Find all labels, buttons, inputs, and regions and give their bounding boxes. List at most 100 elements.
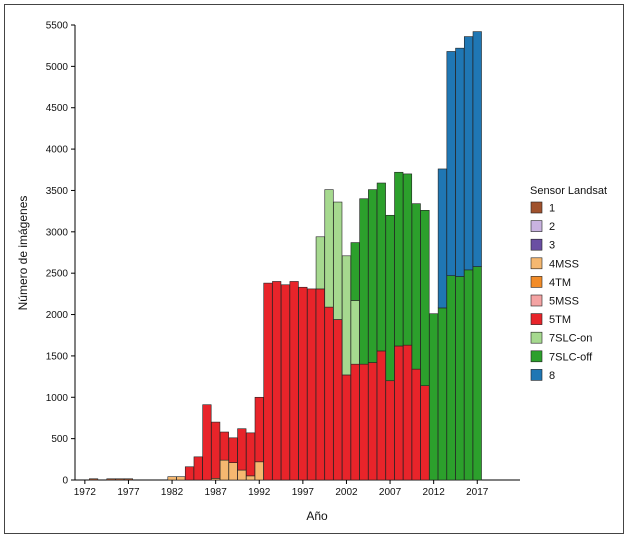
legend-label-5TM: 5TM (549, 314, 571, 326)
bar-segment-1989-5TM (228, 437, 238, 463)
legend-label-4TM: 4TM (549, 277, 571, 289)
bar-segment-2006-5TM (376, 350, 386, 481)
bar-segment-1989-4MSS (228, 462, 238, 481)
y-tick-label: 5500 (46, 21, 69, 32)
legend-swatch-8 (530, 369, 543, 381)
bar-segment-1999-7SLC-on (315, 236, 325, 290)
y-tick-label: 2500 (46, 269, 69, 280)
bar-segment-2003-5TM (350, 363, 360, 481)
y-axis-title: Número de imágenes (16, 196, 30, 311)
y-tick-label: 3500 (46, 186, 69, 197)
bar-segment-1988-4MSS (219, 459, 229, 481)
bar-segment-1993-5TM (263, 282, 273, 481)
bar-segment-1991-4MSS (245, 475, 256, 481)
bar-segment-2003-7SLC-off (350, 242, 360, 301)
ticks-group: 0 500 1000 1500 2000 2500 3000 3500 4000 4500 5000… (46, 21, 489, 499)
bar-segment-2017-7SLC-off (472, 266, 482, 481)
bar-segment-1977-1 (123, 478, 134, 481)
bar-segment-2013-8 (437, 168, 447, 309)
bar-segment-1997-5TM (298, 286, 308, 481)
chart-frame (4, 4, 624, 534)
y-tick-label: 500 (51, 434, 68, 445)
bar-segment-1982-4MSS (167, 476, 177, 481)
bar-segment-2013-7SLC-off (437, 307, 447, 481)
bar-segment-2011-5TM (420, 385, 430, 481)
legend-label-7SLC-off: 7SLC-off (549, 351, 593, 363)
bars-group (89, 31, 482, 481)
bar-segment-2016-7SLC-off (463, 269, 474, 481)
legend-swatch-5TM (530, 313, 543, 325)
bar-segment-2010-5TM (411, 368, 421, 481)
bar-segment-2005-5TM (368, 362, 378, 481)
x-axis-title: Año (306, 509, 328, 523)
legend-label-2: 2 (549, 221, 555, 233)
x-tick-label: 2002 (335, 487, 358, 498)
bar-segment-2015-8 (455, 47, 465, 277)
bar-segment-2007-7SLC-off (385, 214, 395, 382)
legend-swatch-1 (530, 201, 543, 214)
bar-segment-1986-5TM (202, 404, 212, 481)
bar-segment-1983-4MSS (176, 476, 186, 481)
legend-swatch-5MSS (530, 294, 543, 307)
y-tick-label: 0 (62, 476, 68, 487)
bar-segment-2015-7SLC-off (455, 276, 465, 481)
bar-segment-2014-8 (446, 51, 456, 276)
bar-segment-2008-5TM (394, 345, 404, 481)
y-tick-label: 1500 (46, 351, 69, 362)
bar-segment-2001-7SLC-on (333, 201, 343, 320)
x-tick-label: 2007 (379, 487, 402, 498)
bar-segment-2017-8 (472, 31, 482, 267)
bar-segment-2004-7SLC-off (359, 198, 369, 365)
x-tick-label: 1977 (117, 487, 140, 498)
x-tick-label: 1982 (161, 487, 184, 498)
y-tick-label: 1000 (46, 393, 69, 404)
bar-segment-1995-5TM (280, 284, 290, 481)
bar-segment-1985-5TM (193, 456, 203, 481)
legend-label-8: 8 (549, 370, 555, 382)
bar-segment-1976-1 (115, 478, 125, 481)
bar-segment-2002-7SLC-on (341, 255, 352, 376)
legend-swatch-7SLC-on (530, 331, 543, 344)
bar-segment-1988-5TM (219, 431, 229, 461)
bar-segment-2004-5TM (359, 363, 369, 481)
bar-segment-1973-1 (89, 478, 99, 481)
x-tick-label: 1972 (74, 487, 97, 498)
bar-segment-2009-5TM (402, 344, 413, 481)
bar-segment-2002-5TM (341, 374, 352, 481)
bar-segment-2007-5TM (385, 380, 395, 481)
y-tick-label: 4500 (46, 103, 69, 114)
legend-swatch-4MSS (530, 257, 543, 270)
legend-swatch-3 (530, 238, 543, 251)
bar-segment-2000-7SLC-on (324, 189, 334, 308)
legend-label-1: 1 (549, 203, 555, 215)
bar-segment-1990-4MSS (237, 469, 247, 481)
bar-segment-1975-1 (106, 478, 116, 481)
x-tick-label: 1992 (248, 487, 271, 498)
bar-segment-2008-7SLC-off (394, 171, 404, 347)
y-tick-label: 4000 (46, 145, 69, 156)
bar-segment-2010-7SLC-off (411, 203, 421, 370)
legend-label-3: 3 (549, 240, 555, 252)
legend-swatch-7SLC-off (530, 350, 543, 363)
bar-segment-1991-5TM (245, 432, 256, 477)
y-tick-label: 3000 (46, 227, 69, 238)
legend-label-7SLC-on: 7SLC-on (549, 333, 592, 345)
bar-segment-2011-7SLC-off (420, 210, 430, 386)
bar-segment-1996-5TM (289, 281, 299, 481)
bar-segment-1999-5TM (315, 288, 325, 481)
bar-segment-1992-4MSS (254, 461, 264, 481)
x-tick-label: 1997 (292, 487, 315, 498)
bar-segment-2012-7SLC-off (429, 313, 439, 481)
legend: Sensor Landsat 1 2 3 4MSS 4TM 5MSS 5TM 7SLC-on 7… (530, 185, 607, 382)
bar-segment-2016-8 (463, 36, 474, 271)
y-tick-label: 2000 (46, 310, 69, 321)
bar-segment-2006-7SLC-off (376, 182, 386, 352)
bar-segment-2001-5TM (333, 319, 343, 481)
bar-segment-2000-5TM (324, 306, 334, 481)
bar-segment-1987-5TM (211, 421, 221, 479)
legend-label-5MSS: 5MSS (549, 296, 579, 308)
bar-segment-2005-7SLC-off (368, 189, 378, 363)
x-tick-label: 2017 (466, 487, 489, 498)
bar-segment-2009-7SLC-off (402, 173, 413, 346)
x-tick-label: 2012 (423, 487, 446, 498)
